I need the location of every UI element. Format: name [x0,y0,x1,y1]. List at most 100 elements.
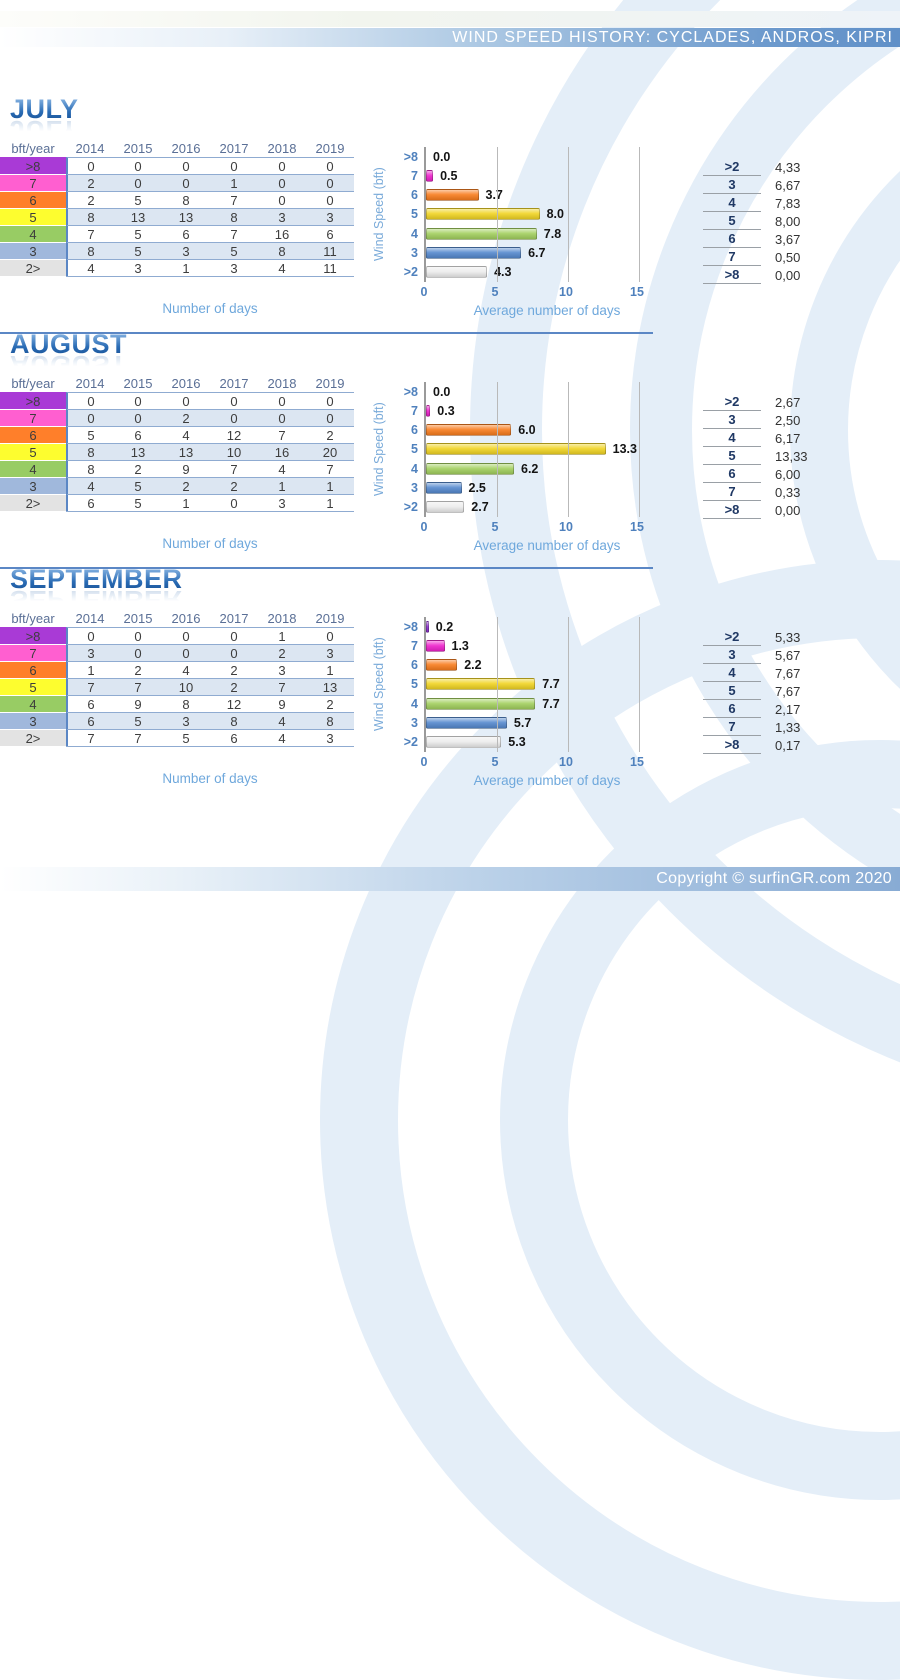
chart-category-label: >2 [403,735,418,750]
table-cell: 3 [162,242,210,259]
chart-x-axis-label: Average number of days [473,303,621,318]
table-caption: Number of days [162,771,258,786]
bft-row-label: 5 [0,208,66,225]
bar-value-label: 4.3 [494,265,512,280]
summary-bft-label: 7 [703,483,761,501]
chart-y-axis-label: Wind Speed (bft) [372,402,386,497]
bar-row: 2.7 [426,500,637,514]
chart-category-labels: >8 7 6 5 4 3 >2 [390,617,418,752]
summary-bft-label: >2 [703,393,761,411]
table-bottom-border [258,746,306,747]
x-tick-label: 15 [630,285,644,299]
table-cell: 0 [210,392,258,409]
year-header: 2017 [219,376,249,391]
chart-bars: 0.2 1.3 2.2 7.7 7.7 5.7 5.3 [426,617,637,752]
summary-value: 7,67 [775,665,801,681]
table-cell: 4 [258,729,306,746]
bar-row: 0.5 [426,169,637,183]
summary-bft-label: 6 [703,230,761,248]
summary-bft-label: 5 [703,447,761,465]
table-cell: 1 [306,661,354,678]
gridline [639,617,640,752]
table-cell: 5 [114,494,162,511]
chart-x-axis-label: Average number of days [473,538,621,553]
days-table: bft/year 2014 2015 2016 2017 2018 2019 >8 0 0 0 0 1 0… [0,610,354,747]
bar-value-label: 1.3 [451,638,469,653]
bar [426,462,514,475]
year-header: 2016 [171,611,201,626]
summary-value: 5,67 [775,647,801,663]
table-bottom-border [306,276,354,277]
table-cell: 8 [66,208,114,225]
gridline [639,382,640,517]
table-cell: 16 [258,443,306,460]
table-cell: 13 [162,443,210,460]
table-cell: 0 [162,627,210,644]
table-cell: 7 [66,678,114,695]
section-divider [0,332,653,334]
summary-row: 4 7,67 [703,664,843,682]
year-header: 2014 [75,376,105,391]
summary-bft-label: >2 [703,628,761,646]
bft-row-label: 6 [0,426,66,443]
bar [426,189,479,202]
summary-bft-label: 6 [703,465,761,483]
table-cell: 20 [306,443,354,460]
bar-value-label: 7.8 [543,226,562,241]
year-header: 2019 [315,611,345,626]
copyright-text: Copyright © surfinGR.com 2020 [656,870,892,887]
chart-category-labels: >8 7 6 5 4 3 >2 [390,147,418,282]
table-cell: 7 [114,678,162,695]
bar [426,266,488,279]
bar-value-label: 13.3 [612,442,637,457]
table-cell: 0 [114,157,162,174]
summary-table: >2 5,33 3 5,67 4 7,67 5 7,67 6 2,17 7 1,33 >8 0,17 [703,628,843,754]
summary-value: 8,00 [775,213,801,229]
summary-bft-label: 5 [703,212,761,230]
bar [426,620,429,633]
summary-value: 0,33 [775,484,801,500]
table-cell: 0 [258,191,306,208]
summary-value: 7,67 [775,683,801,699]
summary-value: 13,33 [775,448,808,464]
summary-row: 6 6,00 [703,465,843,483]
chart-y-axis-label: Wind Speed (bft) [372,167,386,262]
summary-value: 2,17 [775,701,801,717]
table-cell: 4 [66,259,114,276]
year-header: 2016 [171,141,201,156]
summary-row: >8 0,00 [703,266,843,284]
summary-value: 6,67 [775,177,801,193]
table-cell: 13 [114,443,162,460]
bar-value-label: 7.7 [542,696,560,711]
bft-row-label: >8 [0,157,66,174]
table-cell: 3 [258,661,306,678]
x-tick-label: 10 [559,755,573,769]
table-cell: 2 [114,460,162,477]
bar-value-label: 2.5 [468,481,486,496]
chart-category-label: >2 [403,265,418,280]
summary-bft-label: 4 [703,194,761,212]
bft-row-label: 2> [0,259,66,276]
summary-table: >2 4,33 3 6,67 4 7,83 5 8,00 6 3,67 7 0,50 >8 0,00 [703,158,843,284]
summary-bft-label: 3 [703,411,761,429]
table-cell: 3 [210,259,258,276]
year-header: 2019 [315,141,345,156]
summary-row: 6 3,67 [703,230,843,248]
bar-row: 5.7 [426,716,637,730]
table-cell: 9 [258,695,306,712]
table-cell: 8 [66,242,114,259]
table-cell: 2 [306,695,354,712]
table-cell: 6 [66,695,114,712]
table-cell: 13 [114,208,162,225]
summary-value: 0,00 [775,502,801,518]
chart-bars: 0.0 0.5 3.7 8.0 7.8 6.7 4.3 [426,147,637,282]
chart-plot-area: 0.0 0.3 6.0 13.3 6.2 2.5 2.7 [424,382,640,517]
gridline [497,617,498,752]
x-tick-label: 10 [559,520,573,534]
table-cell: 0 [162,174,210,191]
table-cell: 0 [258,409,306,426]
table-cell: 0 [114,409,162,426]
bar [426,169,434,182]
table-cell: 6 [66,712,114,729]
table-cell: 10 [210,443,258,460]
